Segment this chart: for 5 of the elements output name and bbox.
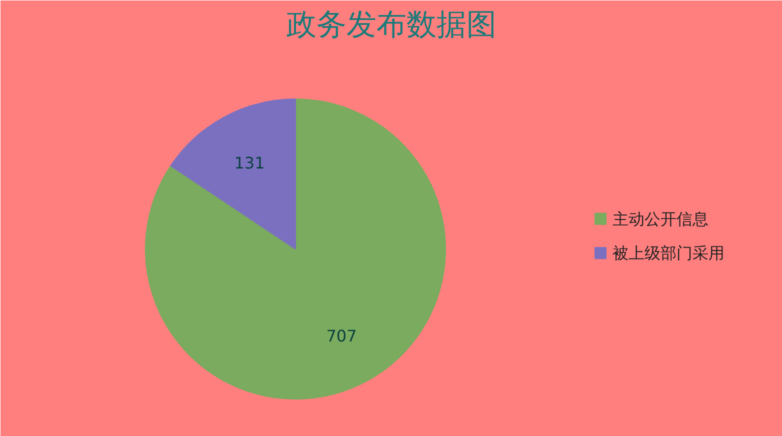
data-label: 131 [234, 153, 265, 172]
chart-title: 政务发布数据图 [286, 8, 496, 42]
legend-label: 主动公开信息 [612, 209, 708, 228]
legend-label: 被上级部门采用 [612, 244, 724, 263]
data-label: 707 [326, 326, 357, 346]
